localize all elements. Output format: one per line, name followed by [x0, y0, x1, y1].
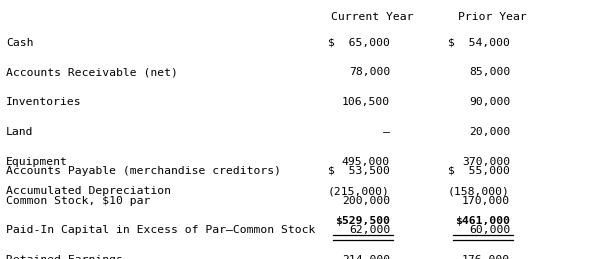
Text: (215,000): (215,000)	[328, 186, 390, 197]
Text: Common Stock, $10 par: Common Stock, $10 par	[6, 196, 151, 206]
Text: Accounts Payable (merchandise creditors): Accounts Payable (merchandise creditors)	[6, 166, 281, 176]
Text: 106,500: 106,500	[342, 97, 390, 107]
Text: Equipment: Equipment	[6, 157, 68, 167]
Text: Accumulated Depreciation: Accumulated Depreciation	[6, 186, 171, 197]
Text: 200,000: 200,000	[342, 196, 390, 206]
Text: 176,000: 176,000	[462, 255, 510, 259]
Text: 62,000: 62,000	[349, 225, 390, 235]
Text: $  65,000: $ 65,000	[328, 38, 390, 48]
Text: 370,000: 370,000	[462, 157, 510, 167]
Text: —: —	[383, 127, 390, 137]
Text: $529,500: $529,500	[335, 216, 390, 226]
Text: 214,000: 214,000	[342, 255, 390, 259]
Text: Inventories: Inventories	[6, 97, 82, 107]
Text: $  55,000: $ 55,000	[448, 166, 510, 176]
Text: 90,000: 90,000	[469, 97, 510, 107]
Text: Retained Earnings: Retained Earnings	[6, 255, 123, 259]
Text: $  53,500: $ 53,500	[328, 166, 390, 176]
Text: Current Year: Current Year	[331, 12, 413, 22]
Text: 20,000: 20,000	[469, 127, 510, 137]
Text: $461,000: $461,000	[455, 216, 510, 226]
Text: Accounts Receivable (net): Accounts Receivable (net)	[6, 67, 178, 77]
Text: 78,000: 78,000	[349, 67, 390, 77]
Text: 85,000: 85,000	[469, 67, 510, 77]
Text: 495,000: 495,000	[342, 157, 390, 167]
Text: Land: Land	[6, 127, 34, 137]
Text: Cash: Cash	[6, 38, 34, 48]
Text: 60,000: 60,000	[469, 225, 510, 235]
Text: 170,000: 170,000	[462, 196, 510, 206]
Text: Paid-In Capital in Excess of Par—Common Stock: Paid-In Capital in Excess of Par—Common …	[6, 225, 316, 235]
Text: Prior Year: Prior Year	[458, 12, 526, 22]
Text: (158,000): (158,000)	[448, 186, 510, 197]
Text: $  54,000: $ 54,000	[448, 38, 510, 48]
